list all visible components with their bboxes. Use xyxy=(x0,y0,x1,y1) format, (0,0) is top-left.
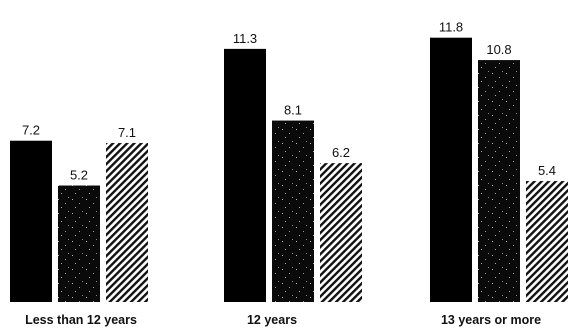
value-label-2-2: 5.4 xyxy=(538,163,556,178)
bar-0-2 xyxy=(106,143,148,302)
value-label-0-1: 5.2 xyxy=(70,168,88,183)
bar-2-2 xyxy=(526,181,568,302)
bar-2-0 xyxy=(430,38,472,302)
bars-group xyxy=(10,38,568,302)
category-label-2: 13 years or more xyxy=(441,313,541,327)
value-label-0-0: 7.2 xyxy=(22,123,40,138)
value-label-2-0: 11.8 xyxy=(439,20,463,35)
category-label-1: 12 years xyxy=(247,313,297,327)
value-label-1-0: 11.3 xyxy=(233,31,257,46)
bar-1-1 xyxy=(272,121,314,302)
bar-1-2 xyxy=(320,163,362,302)
value-label-1-1: 8.1 xyxy=(284,103,302,118)
value-label-1-2: 6.2 xyxy=(332,145,350,160)
bar-1-0 xyxy=(224,49,266,302)
value-label-0-2: 7.1 xyxy=(118,125,136,140)
value-label-2-1: 10.8 xyxy=(486,42,511,57)
category-label-0: Less than 12 years xyxy=(25,313,137,327)
category-labels-group: Less than 12 years 12 years 13 years or mo… xyxy=(25,313,541,327)
bar-0-0 xyxy=(10,141,52,302)
bar-0-1 xyxy=(58,186,100,302)
bar-2-1 xyxy=(478,60,520,302)
